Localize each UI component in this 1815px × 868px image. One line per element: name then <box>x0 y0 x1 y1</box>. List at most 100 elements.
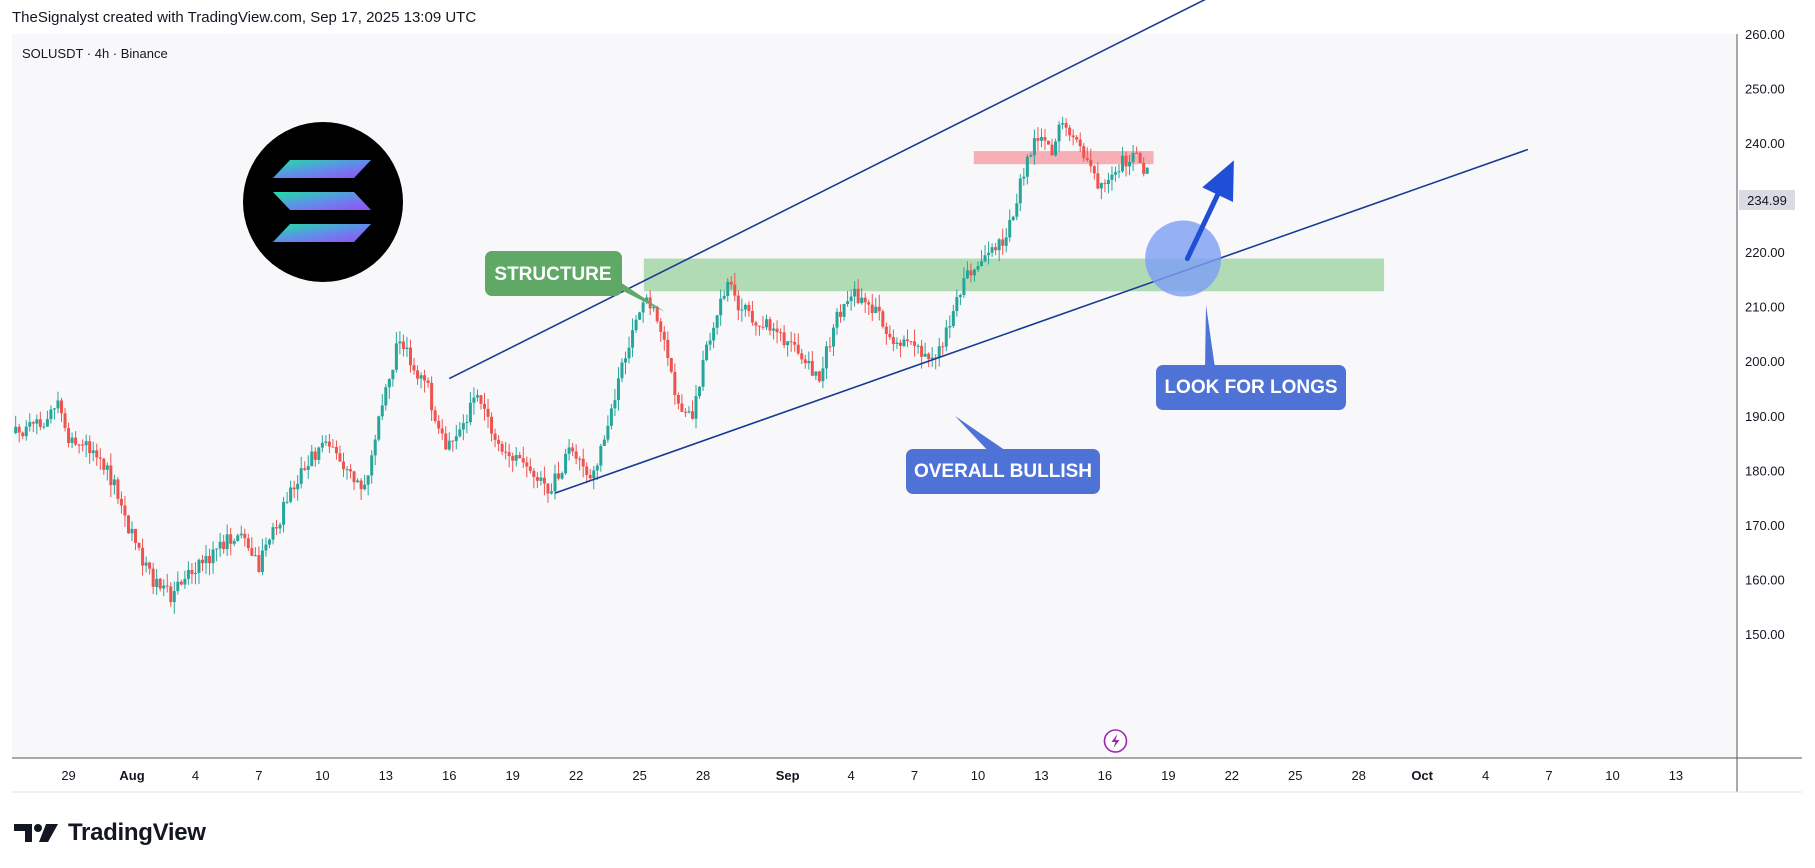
candle-body[interactable] <box>722 295 726 299</box>
candle-body[interactable] <box>359 480 363 490</box>
overall-bullish-label[interactable]: OVERALL BULLISH <box>906 416 1100 494</box>
channel-upper-line[interactable] <box>448 0 1210 380</box>
candle-body[interactable] <box>655 306 659 322</box>
candle-body[interactable] <box>546 483 550 494</box>
candle-body[interactable] <box>243 533 247 539</box>
candle-body[interactable] <box>828 346 832 348</box>
candle-body[interactable] <box>35 419 39 424</box>
candle-body[interactable] <box>867 302 871 305</box>
x-axis[interactable]: 29 Aug 4 7 10 13 16 19 22 25 28 Sep 4 7 10 13 16 19 22 25 28… <box>61 768 1683 783</box>
candle-body[interactable] <box>84 441 88 446</box>
candle-body[interactable] <box>134 528 138 544</box>
candle-body[interactable] <box>965 270 969 279</box>
structure-label[interactable]: STRUCTURE <box>485 251 665 312</box>
candle-body[interactable] <box>807 361 811 364</box>
candle-body[interactable] <box>1085 157 1089 160</box>
candle-body[interactable] <box>923 353 927 357</box>
candle-body[interactable] <box>1113 172 1117 175</box>
candle-body[interactable] <box>786 341 790 346</box>
candle-body[interactable] <box>824 346 828 369</box>
candle-body[interactable] <box>980 261 984 267</box>
candle-body[interactable] <box>549 491 553 494</box>
candle-body[interactable] <box>765 319 768 328</box>
candle-body[interactable] <box>356 480 360 483</box>
candle-body[interactable] <box>835 311 839 328</box>
candle-body[interactable] <box>384 387 388 406</box>
candle-body[interactable] <box>578 458 582 460</box>
candle-body[interactable] <box>141 547 145 566</box>
candle-body[interactable] <box>475 395 479 398</box>
candle-body[interactable] <box>1061 123 1065 125</box>
candle-body[interactable] <box>331 446 335 448</box>
candle-body[interactable] <box>690 411 694 419</box>
candle-body[interactable] <box>972 269 976 276</box>
candle-body[interactable] <box>14 426 18 434</box>
candle-body[interactable] <box>705 344 709 361</box>
candle-body[interactable] <box>232 540 236 544</box>
candle-body[interactable] <box>398 341 402 344</box>
candle-body[interactable] <box>271 527 275 540</box>
candle-body[interactable] <box>412 365 416 371</box>
candle-body[interactable] <box>253 555 257 557</box>
candle-body[interactable] <box>296 483 300 490</box>
candle-body[interactable] <box>461 423 465 430</box>
channel-lower-line[interactable] <box>554 148 1529 494</box>
candle-body[interactable] <box>564 453 568 474</box>
candle-body[interactable] <box>768 319 772 331</box>
candle-body[interactable] <box>155 578 159 587</box>
candle-body[interactable] <box>45 419 49 427</box>
candle-body[interactable] <box>225 534 229 550</box>
candle-body[interactable] <box>169 586 173 603</box>
candle-body[interactable] <box>585 466 589 475</box>
candle-body[interactable] <box>67 428 71 444</box>
candle-body[interactable] <box>1128 161 1132 167</box>
candle-body[interactable] <box>42 426 46 428</box>
candle-body[interactable] <box>126 515 130 534</box>
candle-body[interactable] <box>63 413 67 429</box>
candle-body[interactable] <box>211 549 215 564</box>
candle-body[interactable] <box>588 474 592 479</box>
candle-body[interactable] <box>796 344 800 354</box>
candles[interactable] <box>14 116 1149 614</box>
candle-body[interactable] <box>437 420 441 429</box>
candle-body[interactable] <box>616 378 620 401</box>
candle-body[interactable] <box>853 288 857 297</box>
candle-body[interactable] <box>190 569 194 575</box>
candle-body[interactable] <box>282 501 286 525</box>
candle-body[interactable] <box>941 346 945 348</box>
candle-body[interactable] <box>1008 220 1012 238</box>
candle-body[interactable] <box>70 437 74 444</box>
candle-body[interactable] <box>1050 144 1054 156</box>
candle-body[interactable] <box>1064 123 1068 128</box>
candle-body[interactable] <box>990 247 994 253</box>
candle-body[interactable] <box>52 408 56 410</box>
candle-body[interactable] <box>881 311 885 327</box>
candle-body[interactable] <box>490 416 494 434</box>
candle-body[interactable] <box>955 297 959 312</box>
candle-body[interactable] <box>17 426 21 433</box>
candle-body[interactable] <box>317 447 321 460</box>
candle-body[interactable] <box>433 410 437 421</box>
candle-body[interactable] <box>162 585 166 589</box>
candle-body[interactable] <box>898 342 902 346</box>
candle-body[interactable] <box>736 295 740 311</box>
candle-body[interactable] <box>165 585 169 587</box>
candle-body[interactable] <box>782 332 786 346</box>
candle-body[interactable] <box>567 447 571 454</box>
lightning-icon[interactable] <box>1103 729 1128 753</box>
candle-body[interactable] <box>144 562 148 566</box>
candle-body[interactable] <box>370 455 374 476</box>
candle-body[interactable] <box>659 321 663 332</box>
candle-body[interactable] <box>895 342 899 344</box>
candle-body[interactable] <box>416 370 420 379</box>
candle-body[interactable] <box>930 357 934 360</box>
candle-body[interactable] <box>574 451 578 459</box>
candle-body[interactable] <box>747 304 751 312</box>
candle-body[interactable] <box>888 333 892 338</box>
candle-body[interactable] <box>275 527 279 529</box>
candle-body[interactable] <box>673 371 677 396</box>
candle-body[interactable] <box>377 416 381 440</box>
candle-body[interactable] <box>571 447 575 452</box>
candle-body[interactable] <box>334 446 338 454</box>
candle-body[interactable] <box>28 422 32 427</box>
